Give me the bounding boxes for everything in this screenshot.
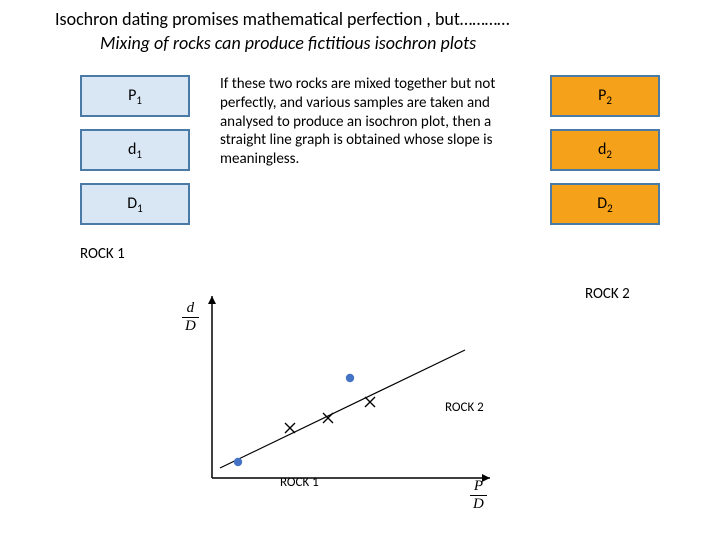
rock1-cell-2: D1 — [80, 183, 190, 225]
page-subtitle: Mixing of rocks can produce fictitious i… — [100, 32, 476, 54]
y-axis-denominator: D — [182, 318, 199, 335]
rock1-cell-0: P1 — [80, 75, 190, 117]
page-title: Isochron dating promises mathematical pe… — [55, 8, 510, 30]
x-axis-denominator: D — [470, 496, 487, 513]
x-axis-numerator: P — [470, 478, 487, 496]
rock1-label: ROCK 1 — [80, 245, 125, 263]
chart-rock2-label: ROCK 2 — [445, 400, 484, 415]
explanation-paragraph: If these two rocks are mixed together bu… — [220, 75, 500, 169]
rock2-label: ROCK 2 — [585, 285, 630, 303]
rock2-cell-0: P2 — [550, 75, 660, 117]
rock1-cell-1: d1 — [80, 129, 190, 171]
isochron-chart — [200, 290, 510, 500]
rock2-cell-2: D2 — [550, 183, 660, 225]
rock1-column: P1 d1 D1 — [80, 75, 190, 237]
y-axis-numerator: d — [182, 300, 199, 318]
y-axis-fraction: d D — [182, 300, 199, 335]
chart-rock1-label: ROCK 1 — [280, 475, 319, 490]
x-axis-fraction: P D — [470, 478, 487, 513]
rock2-cell-1: d2 — [550, 129, 660, 171]
rock2-column: P2 d2 D2 — [550, 75, 660, 237]
